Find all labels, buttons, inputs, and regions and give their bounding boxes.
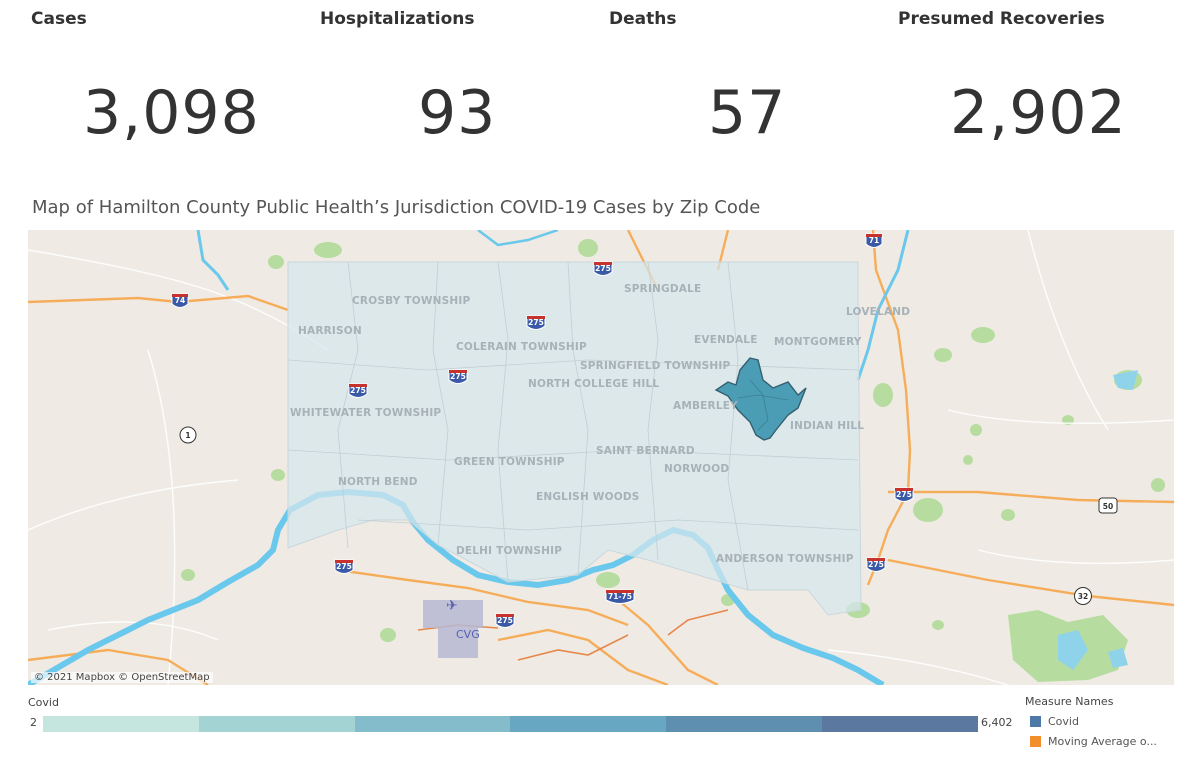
color-scale-step (43, 716, 199, 732)
color-scale-bar (43, 716, 978, 732)
svg-text:71-75: 71-75 (608, 592, 632, 601)
place-label: DELHI TOWNSHIP (456, 545, 562, 557)
interstate-shield-icon: 71 (865, 233, 883, 248)
place-label: ANDERSON TOWNSHIP (716, 553, 854, 565)
place-label: SPRINGFIELD TOWNSHIP (580, 360, 730, 372)
place-label: MONTGOMERY (774, 336, 862, 348)
svg-text:275: 275 (450, 372, 466, 381)
color-scale-step (198, 716, 355, 732)
place-label: COLERAIN TOWNSHIP (456, 341, 587, 353)
svg-text:275: 275 (497, 616, 513, 625)
kpi-recoveries-label: Presumed Recoveries (898, 9, 1105, 29)
interstate-shield-icon: 275 (866, 557, 886, 572)
svg-text:50: 50 (1103, 502, 1113, 511)
us-route-shield-icon: 50 (1098, 497, 1118, 514)
highlighted-zip-region[interactable] (714, 357, 807, 441)
great-miami-river (196, 230, 230, 291)
map-attribution[interactable]: © 2021 Mapbox © OpenStreetMap (31, 672, 213, 683)
interstate-shield-icon: 275 (348, 383, 368, 398)
airport-area (423, 600, 483, 628)
place-label: INDIAN HILL (790, 420, 864, 432)
legend-max: 6,402 (981, 716, 1013, 729)
place-label: NORTH BEND (338, 476, 418, 488)
measure-item-moving-average[interactable]: Moving Average o... (1030, 735, 1157, 748)
interstate-shields: 74 275 275 275 275 71 1 275 275 275 71-7… (171, 233, 1118, 628)
svg-text:275: 275 (868, 560, 884, 569)
svg-text:74: 74 (175, 296, 185, 305)
svg-text:275: 275 (595, 264, 611, 273)
covid-swatch (1030, 716, 1041, 727)
kpi-cases-label: Cases (31, 9, 87, 29)
place-label: LOVELAND (846, 306, 910, 318)
little-miami-river (856, 230, 910, 381)
place-label: GREEN TOWNSHIP (454, 456, 565, 468)
measure-item-label: Moving Average o... (1048, 735, 1157, 748)
measure-item-covid[interactable]: Covid (1030, 715, 1079, 728)
interstate-shield-icon: 275 (495, 613, 515, 628)
interstate-shield-icon: 275 (334, 559, 354, 574)
map-title: Map of Hamilton County Public Health’s J… (32, 197, 761, 218)
legend-title: Covid (28, 696, 59, 709)
color-scale-step (666, 716, 823, 732)
lakes (1058, 370, 1138, 670)
place-labels: CROSBY TOWNSHIP HARRISON COLERAIN TOWNSH… (290, 283, 910, 565)
highways (28, 230, 1174, 685)
svg-text:32: 32 (1078, 592, 1088, 601)
place-label: SPRINGDALE (624, 283, 701, 295)
measure-item-label: Covid (1048, 715, 1079, 728)
place-label: HARRISON (298, 325, 362, 337)
interstate-shield-icon: 275 (894, 487, 914, 502)
color-scale-step (510, 716, 667, 732)
kpi-deaths-label: Deaths (609, 9, 677, 29)
map-canvas[interactable]: CROSBY TOWNSHIP HARRISON COLERAIN TOWNSH… (28, 230, 1174, 685)
interstate-shield-icon: 275 (448, 369, 468, 384)
place-label: WHITEWATER TOWNSHIP (290, 407, 441, 419)
measure-names-title: Measure Names (1025, 695, 1114, 708)
interstate-shield-icon: 275 (526, 315, 546, 330)
svg-text:275: 275 (896, 490, 912, 499)
svg-text:71: 71 (869, 236, 879, 245)
kpi-recoveries-value: 2,902 (950, 78, 1127, 148)
interstate-shield-icon: 71-75 (605, 589, 635, 604)
kpi-deaths-value: 57 (708, 78, 787, 148)
color-scale-step (354, 716, 511, 732)
place-label: EVENDALE (694, 334, 758, 346)
legend-min: 2 (30, 716, 37, 729)
svg-text:1: 1 (185, 431, 190, 440)
state-route-shield-icon: 32 (1074, 587, 1092, 605)
kpi-hospitalizations-value: 93 (418, 78, 497, 148)
svg-text:275: 275 (336, 562, 352, 571)
place-label: AMBERLEY (673, 400, 738, 412)
moving-average-swatch (1030, 736, 1041, 747)
state-route-shield-icon: 1 (179, 426, 197, 444)
place-label: CROSBY TOWNSHIP (352, 295, 470, 307)
place-label: NORTH COLLEGE HILL (528, 378, 659, 390)
interstate-shield-icon: 275 (593, 261, 613, 276)
place-label: SAINT BERNARD (596, 445, 695, 457)
kpi-hospitalizations-label: Hospitalizations (320, 9, 475, 29)
interstate-shield-icon: 74 (171, 293, 189, 308)
svg-text:275: 275 (350, 386, 366, 395)
svg-text:275: 275 (528, 318, 544, 327)
plane-icon: ✈ (446, 598, 458, 614)
place-label: ENGLISH WOODS (536, 491, 640, 503)
zip-boundaries (287, 261, 859, 591)
place-label: NORWOOD (664, 463, 729, 475)
airport-label: CVG (456, 628, 480, 641)
hamilton-county-jurisdiction[interactable] (287, 261, 862, 616)
kpi-cases-value: 3,098 (83, 78, 260, 148)
river-north (477, 230, 559, 247)
color-scale-step (822, 716, 978, 732)
zip-code-map[interactable]: CROSBY TOWNSHIP HARRISON COLERAIN TOWNSH… (28, 230, 1174, 685)
parks (181, 239, 1165, 682)
